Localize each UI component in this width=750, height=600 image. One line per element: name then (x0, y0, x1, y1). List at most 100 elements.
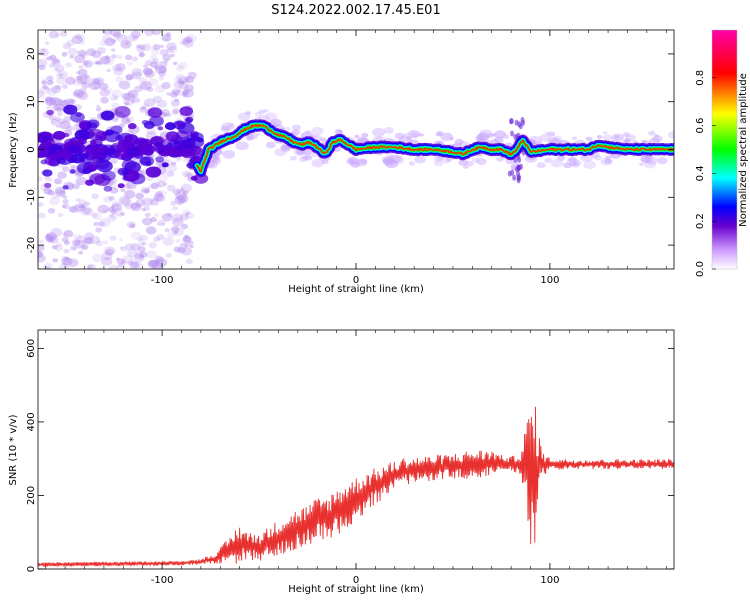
noise-blob (160, 109, 170, 116)
noise-blob (84, 237, 94, 245)
noise-blob (152, 44, 161, 51)
halo-blob (449, 137, 454, 141)
signal-blob (81, 153, 89, 159)
noise-blob (150, 216, 157, 223)
noise-blob (91, 50, 102, 59)
noise-blob (77, 49, 87, 57)
noise-blob (138, 241, 145, 247)
noise-blob (98, 221, 106, 227)
signal-blob (89, 139, 97, 145)
colorbar-tick-label: 0.8 (695, 70, 706, 86)
noise-blob (113, 67, 124, 76)
signal-blob (181, 138, 196, 149)
noise-blob (180, 188, 185, 192)
noise-blob (54, 64, 65, 73)
signal-blob (161, 162, 169, 168)
noise-blob (108, 213, 115, 218)
noise-blob (104, 55, 110, 60)
spectrogram-x-tick-label: -100 (151, 275, 174, 286)
noise-blob (136, 204, 142, 209)
noise-blob (150, 61, 159, 68)
halo-blob (245, 111, 251, 116)
noise-blob (54, 84, 62, 90)
halo-blob (593, 155, 602, 161)
noise-blob (144, 188, 150, 193)
noise-blob (62, 261, 68, 266)
noise-blob (120, 212, 126, 216)
noise-blob (107, 206, 115, 213)
noise-blob (141, 217, 153, 226)
halo-blob (494, 136, 504, 143)
noise-blob (79, 88, 87, 94)
colorbar-tick-label: 0.0 (695, 261, 706, 277)
signal-blob (87, 128, 104, 141)
noise-blob (111, 64, 122, 72)
noise-blob (56, 70, 68, 80)
halo-blob (283, 126, 291, 132)
noise-blob (80, 207, 91, 216)
snr-y-tick-label: 200 (26, 486, 37, 505)
halo-blob (302, 149, 312, 156)
noise-blob (179, 242, 188, 249)
halo-blob (602, 134, 613, 142)
noise-blob (101, 34, 112, 43)
noise-blob (160, 222, 166, 226)
snr-y-label: SNR (10 * v/v) (8, 414, 19, 485)
noise-blob (81, 82, 90, 89)
noise-blob (124, 35, 135, 43)
noise-blob (181, 37, 191, 45)
halo-blob (454, 138, 464, 145)
snr-x-tick-label: 100 (540, 575, 559, 586)
colorbar-frame (711, 29, 738, 270)
noise-blob (51, 58, 61, 67)
noise-blob (69, 54, 74, 59)
spike-blob (512, 174, 517, 181)
noise-blob (174, 196, 186, 205)
noise-blob (102, 240, 108, 245)
halo-blob (445, 157, 453, 162)
halo-blob (433, 155, 444, 163)
noise-blob (104, 248, 115, 256)
noise-blob (162, 237, 174, 246)
spectrogram-x-label: Height of straight line (km) (288, 284, 424, 295)
noise-blob (99, 40, 107, 47)
spike-blob (520, 117, 525, 124)
signal-blob (166, 143, 174, 148)
noise-blob (91, 193, 100, 200)
noise-blob (126, 116, 135, 123)
signal-blob (56, 157, 67, 164)
noise-blob (108, 195, 115, 201)
noise-blob (111, 89, 123, 98)
signal-blob (96, 145, 107, 153)
halo-blob (614, 135, 620, 139)
noise-blob (161, 34, 172, 42)
noise-blob (112, 207, 124, 216)
noise-blob (133, 85, 143, 93)
noise-blob (154, 255, 164, 263)
noise-blob (154, 65, 167, 74)
noise-blob (184, 75, 195, 84)
noise-blob (122, 97, 135, 107)
halo-blob (641, 139, 647, 144)
noise-blob (46, 56, 53, 61)
signal-blob (127, 146, 141, 157)
noise-blob (177, 75, 189, 85)
noise-blob (166, 48, 173, 54)
noise-blob (59, 120, 71, 130)
noise-blob (178, 82, 189, 90)
noise-blob (173, 90, 182, 97)
noise-blob (148, 185, 154, 189)
noise-blob (81, 244, 88, 250)
noise-blob (72, 89, 85, 98)
noise-blob (170, 99, 180, 107)
noise-blob (80, 203, 87, 209)
noise-blob (67, 47, 78, 56)
noise-blob (170, 161, 177, 166)
noise-blob (62, 203, 70, 210)
noise-blob (103, 87, 113, 95)
noise-blob (123, 183, 132, 190)
halo-blob (434, 159, 444, 167)
noise-blob (116, 63, 126, 71)
noise-blob (98, 218, 111, 228)
noise-blob (130, 231, 142, 240)
